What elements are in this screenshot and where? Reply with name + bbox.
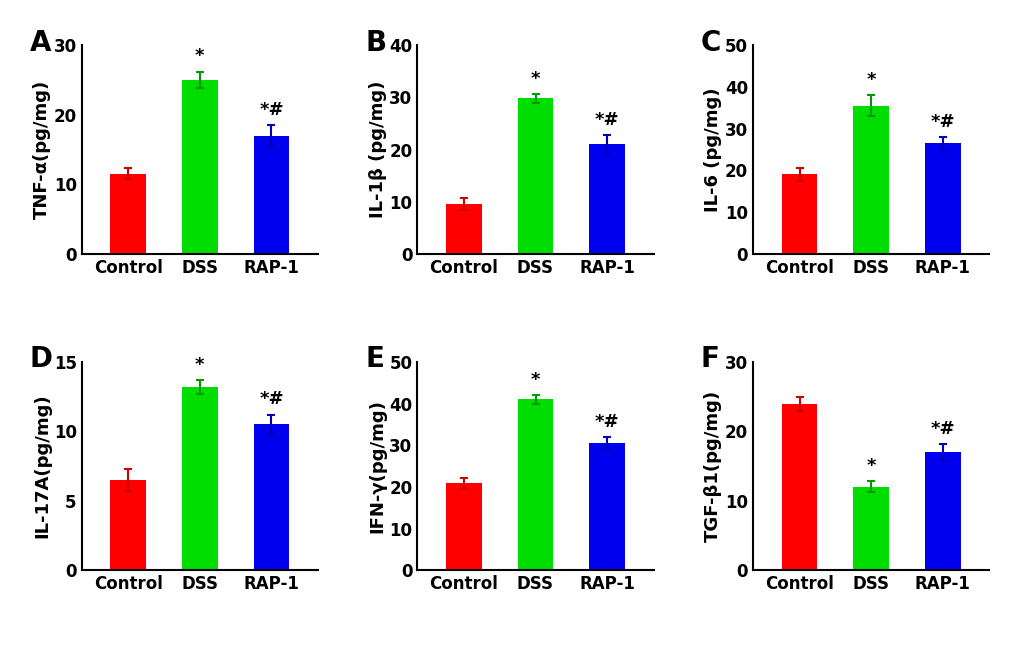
Y-axis label: IFN-γ(pg/mg): IFN-γ(pg/mg)	[368, 399, 386, 533]
Bar	[181, 387, 217, 570]
Bar	[781, 404, 816, 570]
Text: *: *	[530, 69, 540, 87]
Bar	[181, 80, 217, 253]
Bar	[445, 204, 481, 253]
Bar	[517, 98, 553, 253]
Bar	[445, 483, 481, 570]
Bar	[110, 480, 146, 570]
Bar	[924, 452, 960, 570]
Bar	[853, 106, 889, 253]
Text: *: *	[530, 371, 540, 389]
Bar	[110, 174, 146, 253]
Text: *#: *#	[929, 113, 954, 131]
Text: *#: *#	[929, 420, 954, 437]
Text: B: B	[365, 29, 386, 56]
Y-axis label: TNF-α(pg/mg): TNF-α(pg/mg)	[33, 80, 51, 219]
Text: E: E	[365, 345, 384, 373]
Y-axis label: IL-17A(pg/mg): IL-17A(pg/mg)	[33, 394, 51, 538]
Text: F: F	[700, 345, 719, 373]
Y-axis label: IL-6 (pg/mg): IL-6 (pg/mg)	[703, 87, 721, 212]
Bar	[254, 135, 289, 253]
Y-axis label: TGF-β1(pg/mg): TGF-β1(pg/mg)	[703, 390, 721, 542]
Bar	[924, 143, 960, 253]
Text: *#: *#	[259, 391, 283, 408]
Text: A: A	[30, 29, 51, 56]
Text: *#: *#	[259, 101, 283, 119]
Bar	[254, 424, 289, 570]
Text: *: *	[865, 71, 875, 89]
Bar	[589, 145, 625, 253]
Text: D: D	[30, 345, 53, 373]
Bar	[589, 443, 625, 570]
Text: *#: *#	[594, 111, 619, 129]
Text: C: C	[700, 29, 720, 56]
Bar	[517, 399, 553, 570]
Text: *: *	[195, 356, 205, 374]
Text: *#: *#	[594, 413, 619, 431]
Bar	[781, 174, 816, 253]
Text: *: *	[865, 457, 875, 475]
Y-axis label: IL-1β (pg/mg): IL-1β (pg/mg)	[368, 81, 386, 218]
Text: *: *	[195, 47, 205, 65]
Bar	[853, 487, 889, 570]
